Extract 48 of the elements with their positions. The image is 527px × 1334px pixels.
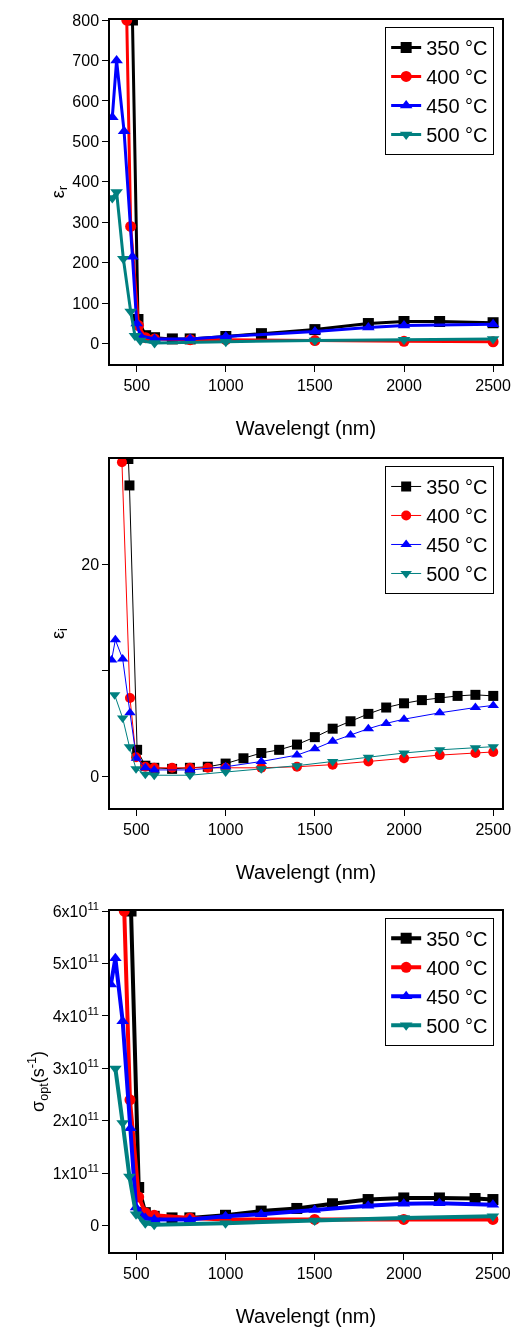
y-tick-label: 600 bbox=[72, 92, 100, 110]
legend-label: 400 °C bbox=[426, 957, 488, 980]
legend-label: 450 °C bbox=[426, 534, 488, 557]
y-tick-label: 800 bbox=[72, 11, 100, 29]
legend-label: 500 °C bbox=[426, 124, 488, 147]
legend-label: 350 °C bbox=[426, 37, 488, 60]
x-tick-label: 1500 bbox=[297, 376, 333, 394]
y-tick-label: 20 bbox=[81, 556, 100, 574]
x-tick-label: 2000 bbox=[386, 376, 422, 394]
legend-label: 400 °C bbox=[426, 66, 488, 89]
y-tick-label: 5x10$^{11}$ bbox=[52, 952, 100, 973]
y-tick-label: 3x10$^{11}$ bbox=[52, 1057, 100, 1077]
y-tick-label: 2x10$^{11}$ bbox=[52, 1109, 100, 1130]
y-tick-label: 700 bbox=[72, 52, 100, 70]
x-tick-label: 1500 bbox=[296, 1264, 333, 1282]
x-tick-label: 1000 bbox=[207, 1264, 244, 1282]
legend-label: 350 °C bbox=[426, 476, 488, 499]
y-tick-label: 500 bbox=[72, 133, 100, 151]
legend-label: 350 °C bbox=[426, 928, 488, 951]
x-tick-label: 500 bbox=[123, 820, 150, 838]
y-tick-label: 4x10$^{11}$ bbox=[52, 1004, 100, 1025]
x-tick-label: 2500 bbox=[475, 820, 512, 838]
legend-label: 500 °C bbox=[426, 1015, 488, 1038]
y-tick-label: 100 bbox=[72, 294, 100, 312]
y-tick-label: 300 bbox=[72, 213, 100, 231]
x-axis-title: Wavelengt (nm) bbox=[235, 416, 377, 439]
legend-label: 450 °C bbox=[426, 986, 488, 1009]
x-tick-label: 2000 bbox=[385, 1264, 422, 1282]
x-tick-label: 1000 bbox=[208, 376, 244, 394]
x-axis-title: Wavelengt (nm) bbox=[235, 1304, 377, 1327]
y-tick-label: 0 bbox=[90, 335, 100, 353]
y-tick-label: 1x10$^{11}$ bbox=[52, 1162, 100, 1182]
x-tick-label: 500 bbox=[123, 376, 151, 394]
legend-label: 500 °C bbox=[426, 563, 488, 586]
y-tick-label: 0 bbox=[90, 1217, 100, 1235]
y-tick-label: 400 bbox=[72, 173, 100, 191]
y-tick-label: 200 bbox=[72, 254, 100, 272]
x-tick-label: 1000 bbox=[207, 820, 244, 838]
y-tick-label: 0 bbox=[90, 767, 100, 785]
x-tick-label: 2000 bbox=[386, 820, 422, 838]
legend-label: 400 °C bbox=[426, 505, 488, 528]
legend-label: 450 °C bbox=[426, 95, 488, 118]
x-tick-label: 500 bbox=[123, 1264, 150, 1282]
x-tick-label: 1500 bbox=[297, 820, 333, 838]
x-axis-title: Wavelengt (nm) bbox=[235, 860, 377, 883]
x-tick-label: 2500 bbox=[475, 1264, 511, 1282]
y-tick-label: 6x10$^{11}$ bbox=[52, 899, 100, 920]
x-tick-label: 2500 bbox=[475, 376, 511, 394]
